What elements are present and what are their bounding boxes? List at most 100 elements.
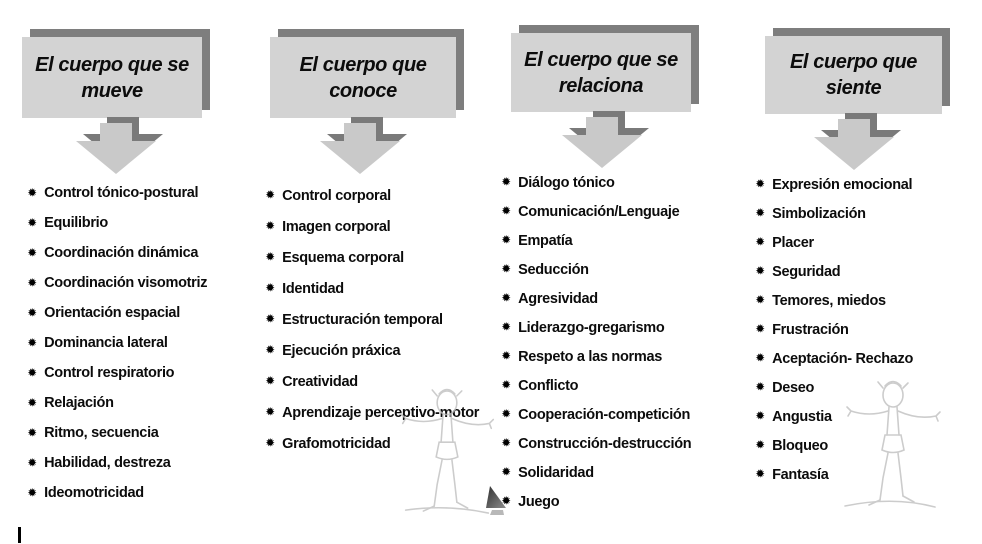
list-item: ✹ Bloqueo bbox=[756, 431, 913, 460]
header-title: El cuerpo que se relaciona bbox=[524, 48, 678, 97]
list-item-label: Conflicto bbox=[518, 377, 579, 394]
bullet-icon: ✹ bbox=[502, 264, 511, 275]
list-item-label: Control respiratorio bbox=[44, 365, 175, 381]
bullet-icon: ✹ bbox=[28, 367, 37, 379]
list-item-label: Frustración bbox=[772, 321, 849, 338]
list-item-label: Liderazgo-gregarismo bbox=[518, 319, 665, 336]
list-item: ✹ Conflicto bbox=[502, 371, 691, 400]
down-arrow-icon bbox=[320, 117, 407, 174]
bullet-icon: ✹ bbox=[756, 237, 765, 248]
list-item-label: Comunicación/Lenguaje bbox=[518, 203, 680, 220]
list-item: ✹ Comunicación/Lenguaje bbox=[502, 197, 691, 226]
bullet-icon: ✹ bbox=[266, 190, 275, 201]
list-item: ✹ Aceptación- Rechazo bbox=[756, 344, 913, 373]
list-item: ✹ Agresividad bbox=[502, 284, 691, 313]
list-item: ✹ Coordinación dinámica bbox=[28, 238, 207, 268]
list-item-label: Ideomotricidad bbox=[44, 485, 144, 501]
list-item-label: Estructuración temporal bbox=[282, 311, 443, 328]
list-item: ✹ Orientación espacial bbox=[28, 298, 207, 328]
list-item: ✹ Frustración bbox=[756, 315, 913, 344]
bullet-icon: ✹ bbox=[28, 247, 37, 259]
list-item: ✹ Deseo bbox=[756, 373, 913, 402]
bullet-icon: ✹ bbox=[502, 322, 511, 333]
list-item-label: Dominancia lateral bbox=[44, 335, 168, 351]
list-cuerpo-conoce: ✹ Control corporal ✹ Imagen corporal ✹ Esqu… bbox=[266, 180, 479, 459]
list-item: ✹ Grafomotricidad bbox=[266, 428, 479, 459]
bullet-icon: ✹ bbox=[502, 380, 511, 391]
list-item-label: Imagen corporal bbox=[282, 218, 391, 235]
list-item-label: Grafomotricidad bbox=[282, 435, 391, 452]
down-arrow-icon bbox=[814, 113, 901, 170]
list-item-label: Creatividad bbox=[282, 373, 358, 390]
list-item-label: Habilidad, destreza bbox=[44, 455, 171, 471]
list-item-label: Aceptación- Rechazo bbox=[772, 350, 914, 367]
list-item-label: Aprendizaje perceptivo-motor bbox=[282, 404, 480, 421]
list-item-label: Identidad bbox=[282, 280, 344, 297]
list-item: ✹ Juego bbox=[502, 487, 691, 516]
bullet-icon: ✹ bbox=[502, 351, 511, 362]
bullet-icon: ✹ bbox=[266, 407, 275, 418]
list-item-label: Equilibrio bbox=[44, 215, 108, 231]
list-item-label: Construcción-destrucción bbox=[518, 435, 692, 452]
list-item: ✹ Expresión emocional bbox=[756, 170, 913, 199]
bullet-icon: ✹ bbox=[756, 324, 765, 335]
bullet-icon: ✹ bbox=[502, 206, 511, 217]
header-title: El cuerpo que conoce bbox=[299, 53, 427, 102]
list-item: ✹ Ideomotricidad bbox=[28, 478, 207, 508]
bullet-icon: ✹ bbox=[28, 217, 37, 229]
bullet-icon: ✹ bbox=[756, 208, 765, 219]
bullet-icon: ✹ bbox=[266, 345, 275, 356]
list-item-label: Ritmo, secuencia bbox=[44, 425, 159, 441]
list-item-label: Control corporal bbox=[282, 187, 391, 204]
list-item: ✹ Control corporal bbox=[266, 180, 479, 211]
list-item-label: Agresividad bbox=[518, 290, 598, 307]
list-item: ✹ Seducción bbox=[502, 255, 691, 284]
list-item: ✹ Imagen corporal bbox=[266, 211, 479, 242]
list-item: ✹ Creatividad bbox=[266, 366, 479, 397]
bullet-icon: ✹ bbox=[266, 438, 275, 449]
bullet-icon: ✹ bbox=[756, 411, 765, 422]
bullet-icon: ✹ bbox=[756, 353, 765, 364]
list-item: ✹ Identidad bbox=[266, 273, 479, 304]
list-item: ✹ Estructuración temporal bbox=[266, 304, 479, 335]
bullet-icon: ✹ bbox=[28, 487, 37, 499]
bullet-icon: ✹ bbox=[266, 221, 275, 232]
bullet-icon: ✹ bbox=[756, 295, 765, 306]
bullet-icon: ✹ bbox=[502, 293, 511, 304]
list-cuerpo-relaciona: ✹ Diálogo tónico ✹ Comunicación/Lenguaje ✹… bbox=[502, 168, 692, 516]
list-item-label: Angustia bbox=[772, 408, 832, 425]
list-item: ✹ Solidaridad bbox=[502, 458, 691, 487]
list-item: ✹ Coordinación visomotriz bbox=[28, 268, 207, 298]
bullet-icon: ✹ bbox=[28, 277, 37, 289]
bullet-icon: ✹ bbox=[266, 283, 275, 294]
list-item: ✹ Aprendizaje perceptivo-motor bbox=[266, 397, 479, 428]
list-item-label: Coordinación dinámica bbox=[44, 245, 199, 261]
bullet-icon: ✹ bbox=[756, 382, 765, 393]
list-item-label: Diálogo tónico bbox=[518, 174, 615, 191]
list-item: ✹ Placer bbox=[756, 228, 913, 257]
bullet-icon: ✹ bbox=[502, 438, 511, 449]
bullet-icon: ✹ bbox=[28, 457, 37, 469]
bullet-icon: ✹ bbox=[502, 235, 511, 246]
list-item: ✹ Dominancia lateral bbox=[28, 328, 207, 358]
list-item-label: Bloqueo bbox=[772, 437, 828, 454]
bullet-icon: ✹ bbox=[266, 252, 275, 263]
bullet-icon: ✹ bbox=[756, 179, 765, 190]
corner-triangle-artifact bbox=[486, 486, 506, 515]
list-cuerpo-siente: ✹ Expresión emocional ✹ Simbolización ✹ Pla… bbox=[756, 170, 913, 489]
list-item: ✹ Simbolización bbox=[756, 199, 913, 228]
list-item: ✹ Construcción-destrucción bbox=[502, 429, 692, 458]
header-title: El cuerpo que se mueve bbox=[35, 53, 189, 102]
down-arrow-icon bbox=[562, 111, 649, 168]
list-item-label: Temores, miedos bbox=[772, 292, 886, 309]
header-title: El cuerpo que siente bbox=[789, 51, 918, 99]
list-item: ✹ Diálogo tónico bbox=[502, 168, 691, 197]
list-item: ✹ Seguridad bbox=[756, 257, 913, 286]
bullet-icon: ✹ bbox=[756, 266, 765, 277]
list-item: ✹ Liderazgo-gregarismo bbox=[502, 313, 691, 342]
list-item: ✹ Esquema corporal bbox=[266, 242, 479, 273]
list-item-label: Empatía bbox=[518, 232, 573, 249]
list-item-label: Control tónico-postural bbox=[44, 185, 199, 201]
list-item-label: Seguridad bbox=[772, 263, 841, 280]
